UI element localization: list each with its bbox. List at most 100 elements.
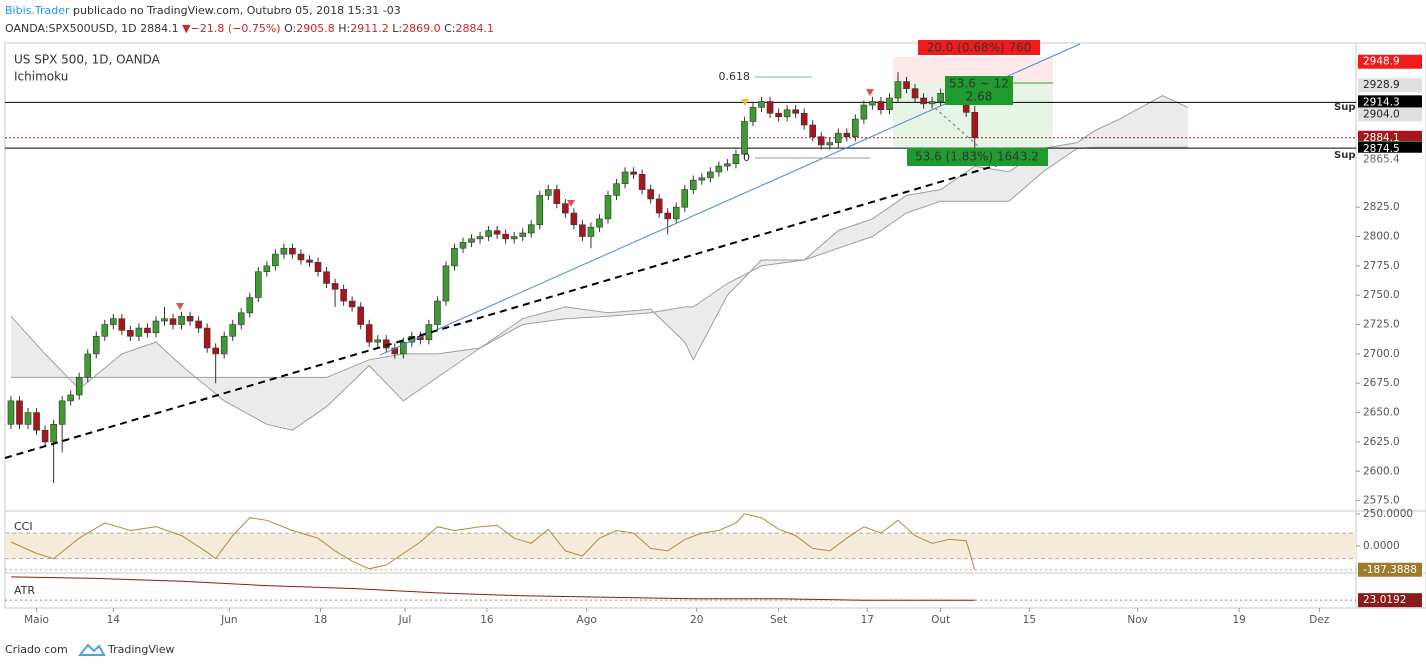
candle-body bbox=[826, 142, 834, 146]
candle-body bbox=[587, 226, 595, 237]
candle-body bbox=[783, 109, 791, 118]
candle-body bbox=[971, 112, 979, 139]
candle-body bbox=[638, 173, 646, 190]
ohlc-key: L: bbox=[392, 22, 402, 35]
candle-body bbox=[16, 400, 23, 425]
candle-body bbox=[400, 341, 407, 355]
trend-line-dashed[interactable] bbox=[4, 150, 1046, 459]
author[interactable]: Bibis.Trader bbox=[5, 4, 70, 17]
candle-body bbox=[596, 218, 603, 228]
candle-body bbox=[272, 253, 279, 267]
candle-body bbox=[331, 283, 339, 290]
candle-body bbox=[7, 400, 15, 425]
candle-body bbox=[374, 339, 382, 343]
ohlc-value: 2884.1 bbox=[455, 22, 494, 35]
candle-body bbox=[135, 327, 143, 337]
candle-body bbox=[834, 132, 842, 143]
x-tick-label: Ago bbox=[577, 614, 597, 626]
x-tick-label: Dez bbox=[1309, 614, 1330, 626]
y-tick-label: 2625.0 bbox=[1363, 436, 1400, 448]
last-value-box bbox=[1358, 593, 1422, 608]
candle-body bbox=[75, 377, 83, 396]
y-tick-label: 2575.0 bbox=[1363, 495, 1400, 507]
candle-body bbox=[118, 318, 126, 331]
candle-body bbox=[212, 347, 219, 355]
candle-body bbox=[621, 171, 629, 184]
candle-body bbox=[681, 189, 689, 208]
candle-body bbox=[553, 189, 561, 204]
target-label: 53.6 (1.83%) 1643.2 bbox=[915, 150, 1039, 164]
candle-body bbox=[33, 412, 40, 431]
candle-body bbox=[263, 265, 271, 273]
candle-body bbox=[527, 224, 535, 234]
fib-label: 0 bbox=[743, 151, 750, 164]
candle-body bbox=[101, 324, 109, 337]
candle-body bbox=[485, 230, 492, 237]
last-value-label: -187.3888 bbox=[1363, 564, 1417, 576]
candle-body bbox=[127, 330, 134, 337]
brand-name[interactable]: TradingView bbox=[107, 643, 174, 656]
last-price: 2884.1 bbox=[140, 22, 179, 35]
candle-body bbox=[903, 81, 910, 89]
y-tick-label: 2600.0 bbox=[1363, 465, 1400, 477]
candle-body bbox=[647, 189, 654, 200]
candle-body bbox=[724, 163, 731, 167]
marker bbox=[176, 303, 184, 310]
x-tick-label: Out bbox=[931, 614, 950, 626]
candle-body bbox=[434, 300, 441, 325]
target-box bbox=[907, 148, 1048, 166]
price-label-box bbox=[1358, 54, 1422, 69]
indicator-line bbox=[10, 576, 975, 601]
candle-body bbox=[689, 179, 697, 190]
candle-body bbox=[314, 262, 322, 273]
candle-body bbox=[937, 92, 944, 102]
candle-body bbox=[289, 247, 296, 255]
price-label: 2904.0 bbox=[1363, 108, 1400, 120]
candle-body bbox=[630, 171, 637, 175]
published: publicado no TradingView.com, Outubro 05… bbox=[73, 4, 401, 17]
x-tick-label: Set bbox=[770, 614, 787, 626]
candle-body bbox=[877, 101, 885, 111]
chart-title: US SPX 500, 1D, OANDA bbox=[14, 53, 161, 67]
x-tick-label: 14 bbox=[107, 614, 121, 626]
candle-body bbox=[161, 318, 168, 322]
candle-body bbox=[502, 233, 509, 240]
candle-body bbox=[110, 318, 117, 325]
candle-body bbox=[459, 242, 467, 249]
candle-body bbox=[442, 265, 450, 302]
price-label: 2948.9 bbox=[1363, 56, 1400, 68]
candle-body bbox=[237, 312, 245, 325]
candle-body bbox=[67, 394, 74, 402]
candle-body bbox=[817, 136, 825, 146]
last-value-label: 23.0192 bbox=[1363, 594, 1406, 606]
candle-body bbox=[306, 259, 313, 263]
indicator-name: Ichimoku bbox=[14, 70, 68, 84]
cci-band bbox=[5, 533, 1356, 559]
candle-body bbox=[749, 107, 757, 122]
candle-body bbox=[152, 320, 160, 334]
x-tick-label: Jul bbox=[398, 614, 412, 626]
candle-body bbox=[707, 171, 714, 179]
candle-body bbox=[84, 353, 92, 378]
y-tick-label: 2700.0 bbox=[1363, 348, 1400, 360]
x-tick-label: 19 bbox=[1232, 614, 1245, 626]
candle-body bbox=[928, 101, 936, 105]
x-tick-label: Jun bbox=[220, 614, 237, 626]
ratio-label: 2.68 bbox=[966, 90, 993, 104]
candle-body bbox=[655, 198, 663, 214]
candle-body bbox=[852, 118, 859, 138]
ichimoku-span-b bbox=[11, 146, 1188, 378]
stop-box bbox=[918, 40, 1040, 55]
candle-body bbox=[562, 203, 569, 214]
ohlc-value: 2869.0 bbox=[402, 22, 441, 35]
candle-body bbox=[186, 316, 194, 322]
candle-body bbox=[869, 101, 876, 106]
candle-body bbox=[144, 327, 151, 334]
candle-body bbox=[468, 238, 475, 243]
candle-body bbox=[544, 189, 552, 196]
candle-body bbox=[920, 97, 927, 105]
candle-body bbox=[365, 324, 373, 343]
price-label: 2884.1 bbox=[1363, 132, 1400, 144]
candle-body bbox=[894, 81, 902, 99]
symbol-line: OANDA:SPX500USD, 1D 2884.1 ▼−21.8 (−0.75… bbox=[5, 22, 494, 35]
